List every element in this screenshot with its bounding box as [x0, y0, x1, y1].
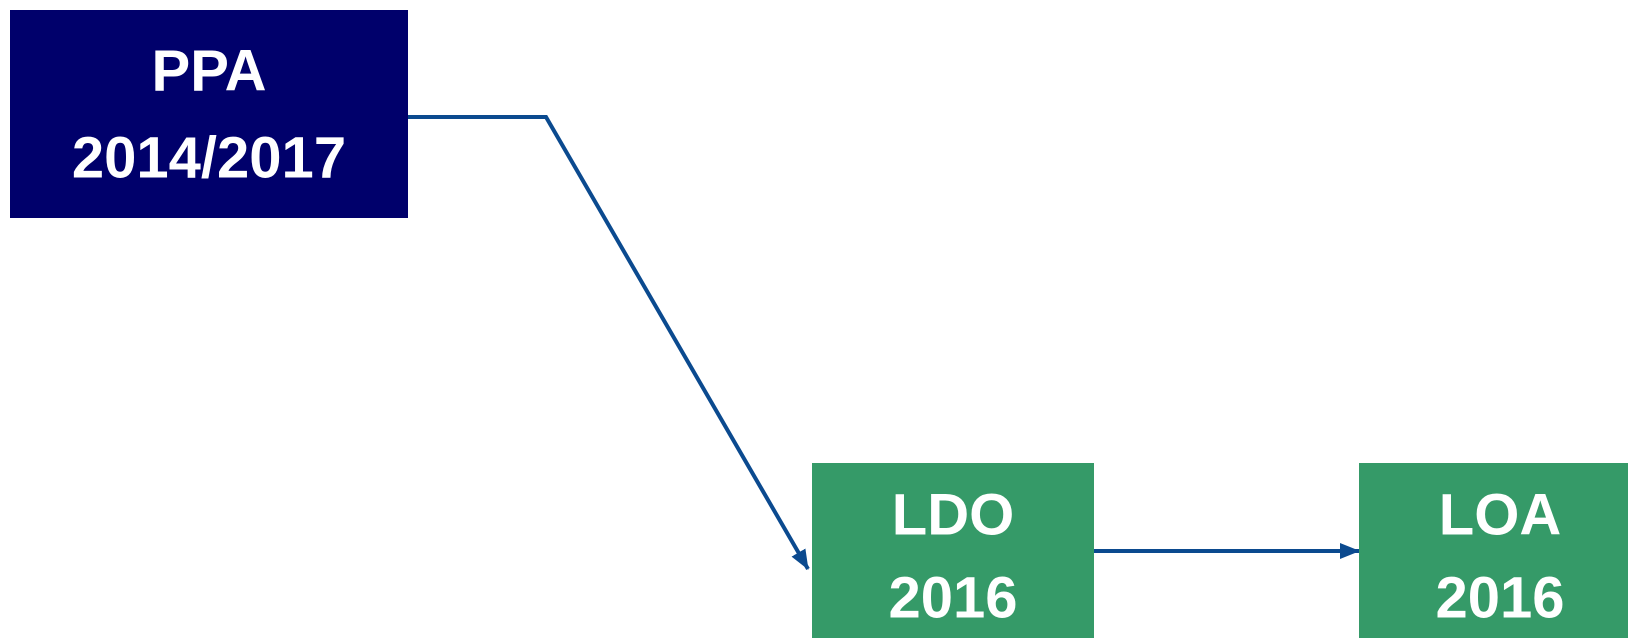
node-label: PPA	[152, 38, 267, 103]
node-label: 2016	[888, 565, 1017, 630]
node-box	[812, 463, 1094, 638]
node-label: LOA	[1439, 482, 1561, 547]
node-box	[10, 10, 408, 218]
node-box	[1359, 463, 1628, 638]
node-ldo: LDO 2016	[812, 463, 1094, 638]
node-label: 2014/2017	[72, 125, 346, 190]
node-label: 2016	[1435, 565, 1564, 630]
connector	[408, 115, 810, 571]
node-loa: LOA 2016	[1359, 463, 1628, 638]
node-ppa: PPA 2014/2017	[10, 10, 408, 218]
node-label: LDO	[892, 482, 1014, 547]
